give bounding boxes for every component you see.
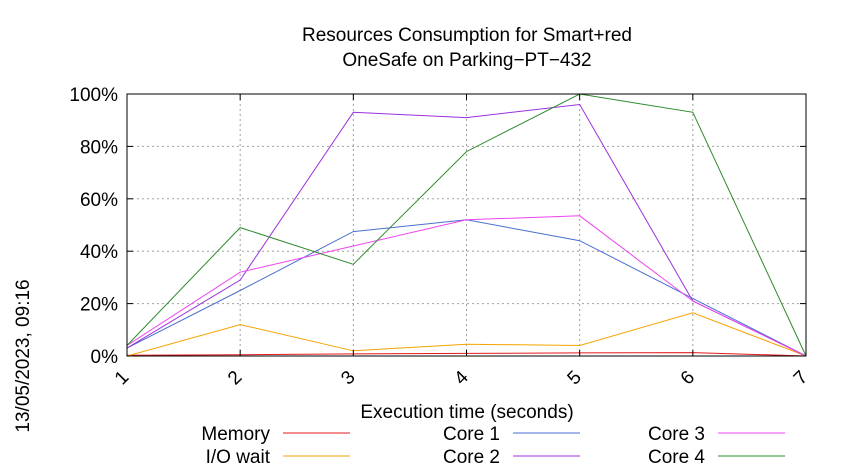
x-tick-label: 1 (111, 367, 133, 389)
y-tick-label: 20% (80, 295, 118, 316)
y-tick-label: 40% (80, 242, 118, 263)
legend-label: Core 2 (443, 447, 500, 468)
grid (127, 94, 806, 356)
x-tick-label: 2 (224, 367, 246, 389)
chart-title-line-1: Resources Consumption for Smart+red (302, 25, 632, 46)
legend-label: Core 1 (443, 424, 500, 445)
legend-label: I/O wait (206, 447, 271, 468)
timestamp-label: 13/05/2023, 09:16 (13, 279, 34, 432)
x-tick-label: 4 (450, 367, 473, 390)
series-line-core-4 (126, 93, 807, 357)
x-tick-label: 3 (337, 367, 359, 389)
y-tick-label: 60% (80, 190, 118, 211)
x-tick-label: 5 (564, 367, 586, 389)
series-line-core-3 (126, 215, 807, 357)
legend-label: Core 4 (648, 447, 705, 468)
y-tick-label: 80% (80, 137, 118, 158)
y-tick-label: 0% (91, 347, 119, 368)
series-line-i-o-wait (126, 312, 807, 357)
x-axis-label: Execution time (seconds) (360, 402, 573, 423)
legend-label: Core 3 (648, 424, 705, 445)
x-tick-label: 7 (790, 367, 812, 389)
chart-title-line-2: OneSafe on Parking−PT−432 (342, 50, 591, 71)
legend-label: Memory (201, 424, 270, 445)
y-tick-label: 100% (69, 85, 118, 106)
x-tick-label: 6 (677, 367, 699, 389)
